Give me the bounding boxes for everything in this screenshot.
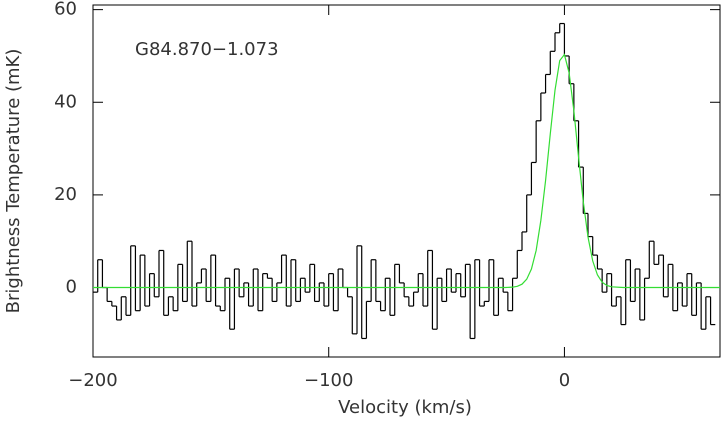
x-tick-label: 0 [559,370,570,391]
y-tick-label: 0 [66,277,77,298]
y-tick-label: 40 [54,91,77,112]
x-tick-label: −200 [68,370,117,391]
gaussian-fit [93,53,720,289]
x-tick-label: −100 [304,370,353,391]
plot-frame [92,4,721,358]
y-axis-label: Brightness Temperature (mK) [3,49,24,314]
y-tick-label: 20 [54,184,77,205]
y-tick-label: 60 [54,0,77,20]
annotation: G84.870−1.073 [135,39,279,60]
x-axis-label: Velocity (km/s) [338,397,472,418]
